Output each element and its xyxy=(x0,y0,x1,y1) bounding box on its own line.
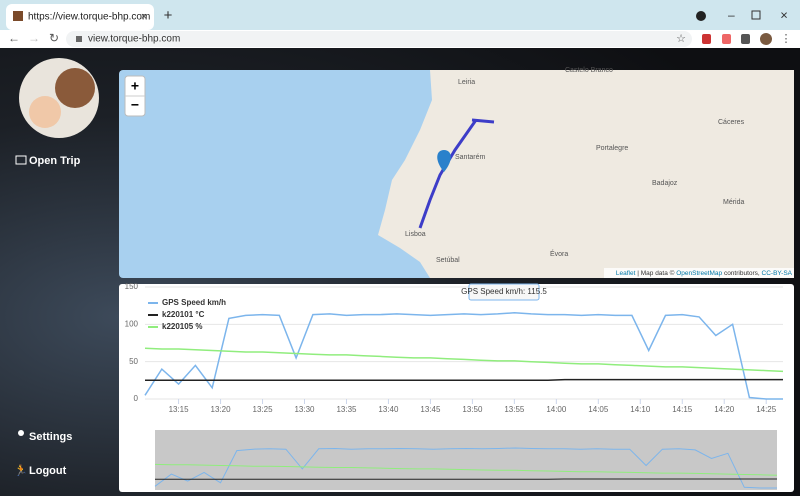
zoom-out[interactable]: − xyxy=(131,97,139,113)
user-icon xyxy=(18,430,24,436)
favicon xyxy=(13,11,23,21)
profile-menu[interactable] xyxy=(696,11,706,21)
osm-link[interactable]: OpenStreetMap xyxy=(676,270,722,277)
map-label: Mérida xyxy=(723,199,745,206)
x-tick-label: 14:00 xyxy=(546,405,567,414)
extensions-button[interactable] xyxy=(741,34,750,44)
legend-label: k220101 °C xyxy=(162,310,205,319)
map[interactable]: Leiria Castelo Branco Santarém Portalegr… xyxy=(119,67,794,278)
map-label: Évora xyxy=(550,249,568,258)
x-tick-label: 14:25 xyxy=(756,405,777,414)
y-tick-label: 150 xyxy=(125,282,139,291)
legend-label: GPS Speed km/h xyxy=(162,298,226,307)
map-label: Badajoz xyxy=(652,180,678,187)
y-tick-label: 50 xyxy=(129,357,138,366)
zoom-in[interactable]: + xyxy=(131,78,139,94)
url: view.torque-bhp.com xyxy=(88,34,180,45)
map-label: Lisboa xyxy=(405,231,426,238)
avatar-face xyxy=(55,68,95,108)
map-label: Santarém xyxy=(455,154,486,161)
forward-button[interactable]: → xyxy=(28,31,40,45)
y-tick-label: 100 xyxy=(125,319,139,328)
back-button[interactable]: ← xyxy=(8,31,20,45)
close-window[interactable]: × xyxy=(780,7,788,22)
leaflet-link[interactable]: Leaflet xyxy=(616,270,636,277)
x-tick-label: 13:25 xyxy=(253,405,274,414)
x-tick-label: 13:20 xyxy=(211,405,232,414)
map-label: Setúbal xyxy=(436,257,460,264)
x-tick-label: 13:35 xyxy=(336,405,357,414)
navigator[interactable] xyxy=(155,430,777,490)
lock-icon xyxy=(76,36,82,42)
x-tick-label: 14:05 xyxy=(588,405,609,414)
y-tick-label: 0 xyxy=(134,394,139,403)
minimize[interactable]: – xyxy=(728,8,735,22)
tab-title: https://view.torque-bhp.com xyxy=(28,12,150,23)
x-tick-label: 13:40 xyxy=(378,405,399,414)
new-tab[interactable]: + xyxy=(164,7,173,24)
legend-label: k220105 % xyxy=(162,322,202,331)
avatar-child xyxy=(29,96,61,128)
attribution-text: | Map data © xyxy=(635,269,676,277)
x-tick-label: 14:20 xyxy=(714,405,735,414)
tooltip-text: GPS Speed km/h: 115.5 xyxy=(461,287,547,296)
run-icon: 🏃 xyxy=(14,464,28,477)
tab-close[interactable]: × xyxy=(141,11,147,23)
extension-icon[interactable] xyxy=(722,34,731,44)
series-line xyxy=(145,380,783,381)
x-tick-label: 13:30 xyxy=(294,405,315,414)
x-tick-label: 13:55 xyxy=(504,405,525,414)
map-label: Cáceres xyxy=(718,119,745,126)
license-link[interactable]: CC-BY-SA xyxy=(762,270,793,277)
attribution: Leaflet | Map data © OpenStreetMap contr… xyxy=(616,269,793,277)
x-tick-label: 13:50 xyxy=(462,405,483,414)
extension-icon[interactable] xyxy=(702,34,711,44)
reload-button[interactable]: ↻ xyxy=(49,31,59,45)
x-tick-label: 14:10 xyxy=(630,405,651,414)
settings-link[interactable]: Settings xyxy=(29,431,72,443)
x-tick-label: 13:15 xyxy=(169,405,190,414)
map-label: Leiria xyxy=(458,79,475,86)
bookmark-star[interactable]: ☆ xyxy=(676,33,686,45)
x-tick-label: 14:15 xyxy=(672,405,693,414)
attribution-text: contributors, xyxy=(722,270,761,277)
open-trip-link[interactable]: Open Trip xyxy=(29,155,81,167)
profile-avatar[interactable] xyxy=(760,33,772,45)
logout-link[interactable]: Logout xyxy=(29,465,67,477)
map-label: Castelo Branco xyxy=(565,67,613,74)
map-label: Portalegre xyxy=(596,145,628,152)
menu-button[interactable]: ⋮ xyxy=(781,33,792,45)
x-tick-label: 13:45 xyxy=(420,405,441,414)
